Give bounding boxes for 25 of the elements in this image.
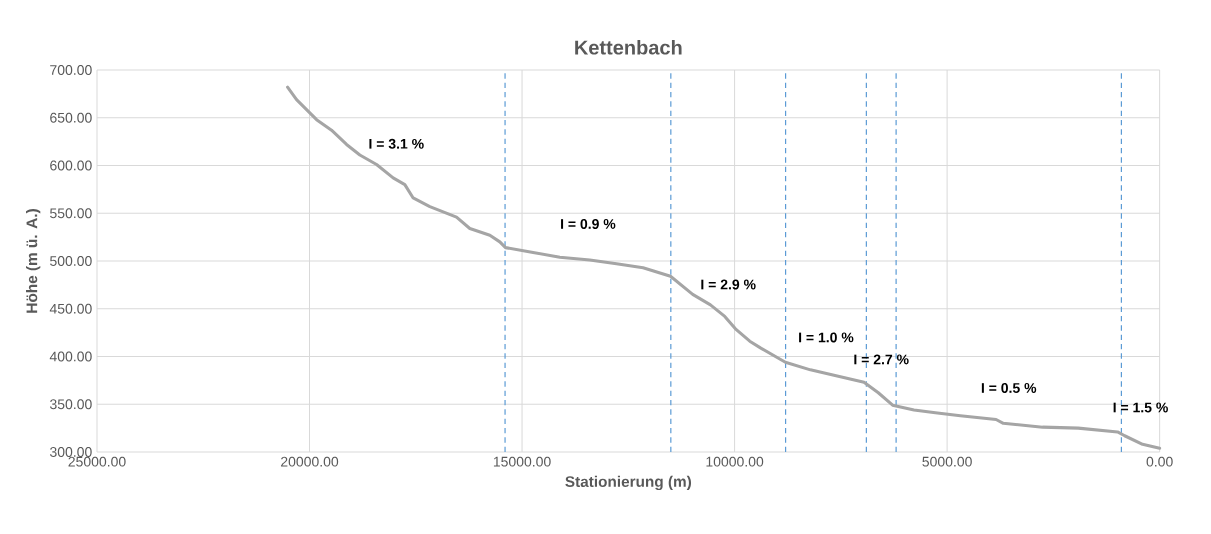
y-tick-label: 300.00 [49, 447, 92, 457]
annotation: I = 0.5 % [981, 383, 1037, 393]
y-axis-title: Höhe (m ü. A.) [26, 209, 41, 313]
y-tick-label: 650.00 [50, 112, 92, 123]
x-tick-label: 20000.00 [281, 456, 339, 467]
annotation: I = 2.9 % [701, 279, 756, 290]
x-tick-label: 10000.00 [706, 456, 764, 467]
annotation: I = 3.1 % [369, 138, 424, 149]
y-tick-label: 600.00 [50, 160, 92, 171]
annotation: I = 1.0 % [799, 332, 854, 343]
annotation: I = 2.7 % [854, 354, 909, 365]
annotation: I = 0.9 % [561, 219, 616, 229]
y-tick-label: 500.00 [50, 256, 92, 266]
y-tick-label: 450.00 [49, 303, 92, 314]
y-tick-label: 700.00 [50, 65, 92, 75]
x-tick-label: 0.00 [1146, 456, 1173, 467]
x-tick-label: 5000.00 [922, 456, 972, 467]
annotation: I = 1.5 % [1113, 402, 1168, 413]
x-tick-label: 15000.00 [493, 456, 551, 467]
chart-title: Kettenbach [575, 39, 682, 55]
x-axis-title: Stationierung (m) [565, 475, 692, 491]
y-tick-label: 350.00 [49, 399, 92, 410]
x-tick-label: 25000.00 [68, 456, 126, 467]
y-tick-label: 400.00 [49, 351, 92, 362]
y-tick-label: 550.00 [50, 208, 92, 219]
